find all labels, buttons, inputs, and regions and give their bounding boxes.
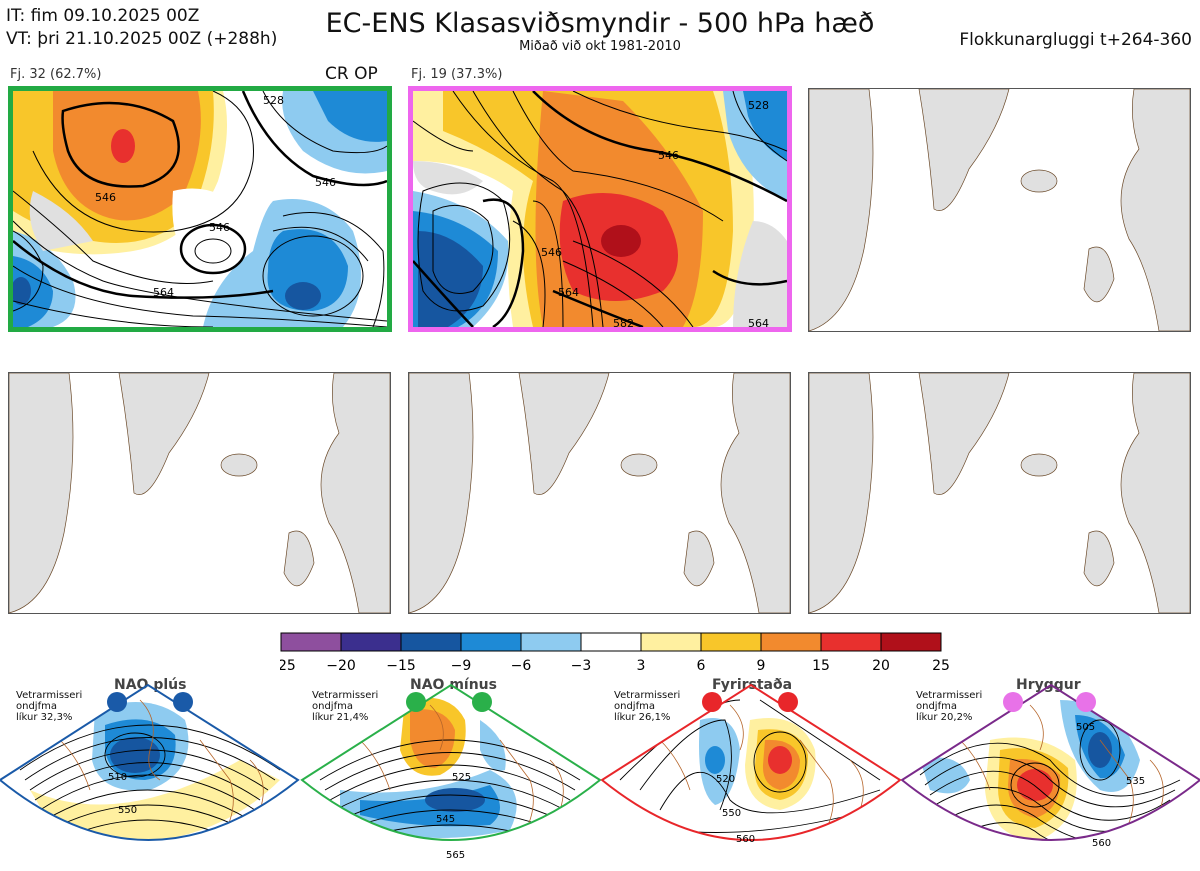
regime-1-months: ondjfma xyxy=(16,701,57,712)
regime-3-contour-label: 520 xyxy=(716,774,735,785)
regime-1-probability: líkur 32,3% xyxy=(16,712,73,723)
regime-3-info: Vetrarmisseri ondjfma líkur 26,1% xyxy=(614,690,684,723)
cluster-1-contour-label: 546 xyxy=(95,191,116,204)
colorbar-tick-label: −3 xyxy=(571,658,592,674)
page-subtitle: Miðað við okt 1981-2010 xyxy=(519,39,681,54)
regime-4-months: ondjfma xyxy=(916,701,957,712)
regime-2-contour-label: 545 xyxy=(436,814,455,825)
regime-1-season: Vetrarmisseri xyxy=(16,690,83,701)
regime-2-months: ondjfma xyxy=(312,701,353,712)
regime-4-title: Hryggur xyxy=(1016,677,1081,693)
cluster-1-contour-label: 546 xyxy=(209,221,230,234)
regime-2-contour-label: 565 xyxy=(446,850,465,861)
cluster-2-label: Fj. 19 (37.3%) xyxy=(411,67,503,82)
cluster-1-map: 546 546 546 564 528 xyxy=(8,86,392,332)
regime-2-info: Vetrarmisseri ondjfma líkur 21,4% xyxy=(312,690,382,723)
cluster-1-contour-label: 528 xyxy=(263,94,284,107)
colorbar-swatch xyxy=(340,632,402,652)
regime-1-info: Vetrarmisseri ondjfma líkur 32,3% xyxy=(16,690,86,723)
colorbar-swatch xyxy=(640,632,702,652)
colorbar-swatch xyxy=(880,632,942,652)
colorbar-tick-label: −6 xyxy=(511,658,532,674)
colorbar-tick-label: 20 xyxy=(872,658,890,674)
regime-4-contour-label: 560 xyxy=(1092,838,1111,849)
regime-maps: 510 550 525 545 565 xyxy=(0,683,1200,861)
regime-1-title: NAO plús xyxy=(114,677,187,693)
empty-cluster-map xyxy=(808,372,1191,614)
regime-3-marker xyxy=(702,692,722,712)
regime-1-marker xyxy=(107,692,127,712)
colorbar-swatch xyxy=(460,632,522,652)
regime-3-marker xyxy=(778,692,798,712)
colorbar-swatch xyxy=(520,632,582,652)
cluster-1-contour-label: 546 xyxy=(315,176,336,189)
regime-2-contour-label: 525 xyxy=(452,772,471,783)
colorbar-tick-label: −20 xyxy=(326,658,356,674)
regime-1-contour-label: 510 xyxy=(108,772,127,783)
page-title: EC-ENS Klasasviðsmyndir - 500 hPa hæð xyxy=(325,8,875,39)
colorbar-tick-label: −15 xyxy=(386,658,416,674)
regime-3-contour-label: 560 xyxy=(736,834,755,845)
colorbar-tick-label: 6 xyxy=(697,658,706,674)
regime-2-title: NAO mínus xyxy=(410,677,497,693)
colorbar-tick-label: −9 xyxy=(451,658,472,674)
colorbar-swatch xyxy=(280,632,342,652)
regime-1-contour-label: 550 xyxy=(118,805,137,816)
cluster-2-contour-label: 546 xyxy=(541,246,562,259)
cluster-2-contour-label: 582 xyxy=(613,317,634,327)
regime-4-contour-label: 505 xyxy=(1076,722,1095,733)
colorbar: −25 −20 −15 −9 −6 −3 3 6 9 15 20 25 xyxy=(266,632,960,678)
regime-3-months: ondjfma xyxy=(614,701,655,712)
empty-cluster-map xyxy=(808,88,1191,332)
cluster-1-label: Fj. 32 (62.7%) xyxy=(10,67,102,82)
regime-4-marker xyxy=(1003,692,1023,712)
valid-time: VT: þri 21.10.2025 00Z (+288h) xyxy=(6,29,278,49)
cluster-2-contour-label: 528 xyxy=(748,99,769,112)
cluster-2-map: 546 546 564 582 528 564 xyxy=(408,86,792,332)
cluster-2-contour-label: 546 xyxy=(658,149,679,162)
colorbar-tick-label: 25 xyxy=(932,658,950,674)
regime-1-marker xyxy=(173,692,193,712)
colorbar-swatch xyxy=(760,632,822,652)
regime-3-contour-label: 550 xyxy=(722,808,741,819)
regime-4-marker xyxy=(1076,692,1096,712)
colorbar-tick-label: 9 xyxy=(757,658,766,674)
regime-4-probability: líkur 20,2% xyxy=(916,712,973,723)
regime-2-marker xyxy=(406,692,426,712)
regime-4-info: Vetrarmisseri ondjfma líkur 20,2% xyxy=(916,690,986,723)
regime-2-probability: líkur 21,4% xyxy=(312,712,369,723)
cluster-1-contour-label: 564 xyxy=(153,286,174,299)
regime-2-season: Vetrarmisseri xyxy=(312,690,379,701)
cluster-1-tag: CR OP xyxy=(325,64,378,84)
regime-4-season: Vetrarmisseri xyxy=(916,690,983,701)
colorbar-swatch xyxy=(820,632,882,652)
colorbar-swatch xyxy=(400,632,462,652)
colorbar-swatch xyxy=(580,632,642,652)
colorbar-swatch xyxy=(700,632,762,652)
colorbar-tick-label: 15 xyxy=(812,658,830,674)
colorbar-tick-label: 3 xyxy=(637,658,646,674)
cluster-2-contour-label: 564 xyxy=(558,286,579,299)
regime-4-contour-label: 535 xyxy=(1126,776,1145,787)
regime-3-probability: líkur 26,1% xyxy=(614,712,671,723)
cluster-2-contour-label: 564 xyxy=(748,317,769,327)
initial-time: IT: fim 09.10.2025 00Z xyxy=(6,6,200,26)
regime-2-marker xyxy=(472,692,492,712)
empty-cluster-map xyxy=(408,372,791,614)
colorbar-tick-label: −25 xyxy=(280,658,296,674)
empty-cluster-map xyxy=(8,372,391,614)
cluster-window: Flokkunargluggi t+264-360 xyxy=(959,30,1192,50)
regime-3-season: Vetrarmisseri xyxy=(614,690,681,701)
